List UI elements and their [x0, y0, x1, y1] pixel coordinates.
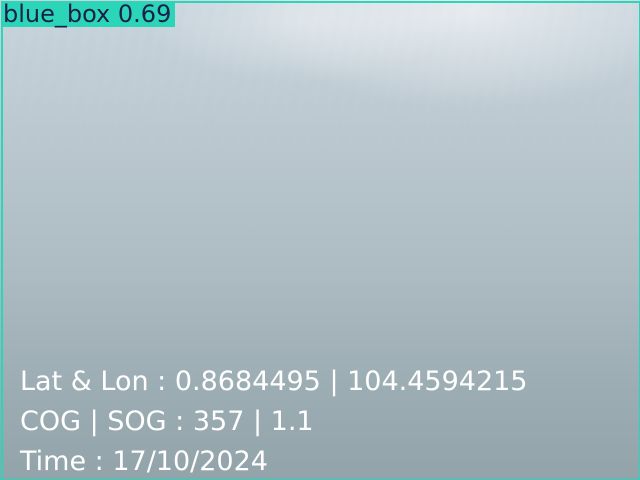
cog-sog-readout: COG | SOG : 357 | 1.1 [20, 406, 314, 437]
latlon-readout: Lat & Lon : 0.8684495 | 104.4594215 [20, 366, 528, 397]
detection-label: blue_box 0.69 [1, 0, 176, 28]
detection-class: blue_box [3, 0, 111, 28]
detection-confidence: 0.69 [117, 0, 172, 28]
time-readout: Time : 17/10/2024 [20, 446, 268, 477]
telemetry-overlay: Lat & Lon : 0.8684495 | 104.4594215 COG … [20, 362, 528, 480]
